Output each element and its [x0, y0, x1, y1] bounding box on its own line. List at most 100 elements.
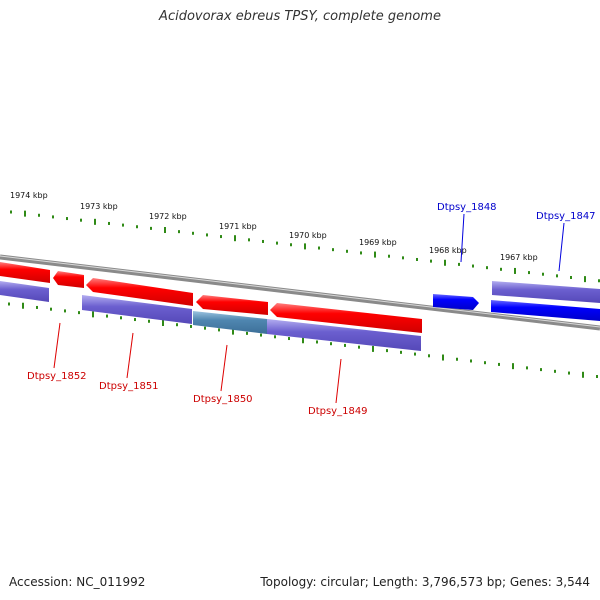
gene-arrow-dtpsy-1847[interactable]	[491, 300, 600, 321]
tick-inner-22	[316, 340, 318, 344]
tick-inner-33	[470, 359, 472, 363]
tick-inner-28	[400, 350, 402, 354]
tick-inner-26	[372, 345, 374, 352]
tick-inner-12	[176, 323, 178, 327]
gene-label-dtpsy-1847[interactable]: Dtpsy_1847	[536, 211, 596, 272]
gene-arrow-dtpsy-1852[interactable]	[53, 271, 84, 288]
gene-arrow-dtpsy-1851[interactable]	[86, 278, 193, 306]
tick-outer-21	[304, 243, 306, 250]
scale-label-1970: 1970 kbp	[289, 231, 327, 240]
tick-outer-34	[486, 266, 488, 270]
tick-outer-28	[402, 256, 404, 260]
tick-inner-21	[302, 337, 304, 344]
feature-band-left	[0, 281, 49, 302]
tick-outer-14	[206, 233, 208, 237]
tick-inner-1	[22, 302, 24, 309]
svg-text:Dtpsy_1851: Dtpsy_1851	[99, 381, 159, 392]
tick-outer-13	[192, 231, 194, 235]
tick-outer-36	[514, 267, 516, 274]
gene-arrow-dtpsy-1850[interactable]	[196, 295, 268, 315]
tick-inner-37	[526, 366, 528, 370]
genome-backbone	[0, 254, 600, 331]
svg-text:Dtpsy_1852: Dtpsy_1852	[27, 371, 87, 382]
gene-arrow-dtpsy-1848[interactable]	[433, 294, 479, 310]
tick-inner-17	[246, 331, 248, 335]
svg-text:Dtpsy_1847: Dtpsy_1847	[536, 211, 596, 222]
genome-title: Acidovorax ebreus TPSY, complete genome	[159, 9, 441, 24]
scale-label-1971: 1971 kbp	[219, 222, 257, 231]
tick-inner-36	[512, 363, 514, 370]
feature-band-dtpsy-1847	[492, 281, 600, 303]
tick-outer-20	[290, 243, 292, 247]
tick-inner-39	[554, 369, 556, 373]
tick-inner-42	[596, 375, 598, 379]
tick-outer-35	[500, 267, 502, 271]
scale-label-1972: 1972 kbp	[149, 212, 187, 221]
accession-label: Accession: NC_011992	[9, 575, 146, 589]
tick-outer-30	[430, 259, 432, 263]
tick-inner-4	[64, 309, 66, 313]
tick-outer-40	[570, 275, 572, 279]
tick-inner-23	[330, 342, 332, 346]
tick-inner-41	[582, 371, 584, 378]
tick-outer-25	[360, 251, 362, 255]
tick-inner-2	[36, 305, 38, 309]
tick-inner-14	[204, 326, 206, 330]
tick-outer-27	[388, 254, 390, 258]
tick-outer-1	[24, 210, 26, 217]
tick-inner-24	[344, 343, 346, 347]
tick-outer-10	[150, 226, 152, 230]
tick-inner-27	[386, 349, 388, 353]
tick-inner-6	[92, 311, 94, 318]
gene-label-dtpsy-1850[interactable]: Dtpsy_1850	[193, 344, 253, 405]
gene-arrow-dtpsy-1849[interactable]	[270, 303, 422, 333]
tick-outer-39	[556, 274, 558, 278]
tick-outer-29	[416, 257, 418, 261]
tick-inner-10	[148, 319, 150, 323]
feature-band-dtpsy-1849	[267, 319, 421, 351]
scale-label-1973: 1973 kbp	[80, 202, 118, 211]
tick-outer-38	[542, 272, 544, 276]
tick-outer-5	[80, 218, 82, 222]
tick-outer-16	[234, 235, 236, 242]
tick-outer-4	[66, 217, 68, 221]
tick-outer-8	[122, 223, 124, 227]
tick-inner-30	[428, 354, 430, 358]
tick-outer-42	[598, 279, 600, 283]
genome-backbone-highlight	[0, 255, 600, 328]
gene-arrow-dtpsy-1853[interactable]	[0, 262, 50, 283]
tick-inner-15	[218, 328, 220, 332]
gene-label-dtpsy-1852[interactable]: Dtpsy_1852	[27, 322, 87, 382]
scale-ticks-inner	[8, 302, 598, 379]
tick-inner-18	[260, 333, 262, 337]
tick-outer-33	[472, 264, 474, 268]
tick-inner-19	[274, 335, 276, 339]
tick-outer-31	[444, 259, 446, 266]
svg-text:Dtpsy_1848: Dtpsy_1848	[437, 202, 497, 213]
tick-outer-37	[528, 271, 530, 275]
tick-inner-8	[120, 316, 122, 320]
tick-outer-24	[346, 249, 348, 253]
scale-ticks-outer	[10, 210, 600, 283]
tick-outer-23	[332, 248, 334, 252]
tick-inner-32	[456, 357, 458, 361]
gene-label-dtpsy-1848[interactable]: Dtpsy_1848	[437, 202, 497, 263]
tick-inner-40	[568, 371, 570, 375]
tick-outer-11	[164, 227, 166, 234]
gene-label-dtpsy-1849[interactable]: Dtpsy_1849	[308, 358, 368, 417]
tick-inner-35	[498, 362, 500, 366]
tick-inner-31	[442, 354, 444, 361]
tick-outer-12	[178, 230, 180, 234]
tick-inner-20	[288, 337, 290, 341]
tick-inner-3	[50, 307, 52, 311]
genome-summary: Topology: circular; Length: 3,796,573 bp…	[260, 575, 590, 589]
tick-outer-2	[38, 213, 40, 217]
tick-inner-34	[484, 361, 486, 365]
scale-label-1974: 1974 kbp	[10, 191, 48, 200]
tick-outer-7	[108, 221, 110, 225]
tick-inner-16	[232, 328, 234, 335]
tick-outer-26	[374, 251, 376, 258]
gene-label-dtpsy-1851[interactable]: Dtpsy_1851	[99, 332, 159, 392]
tick-outer-19	[276, 241, 278, 245]
